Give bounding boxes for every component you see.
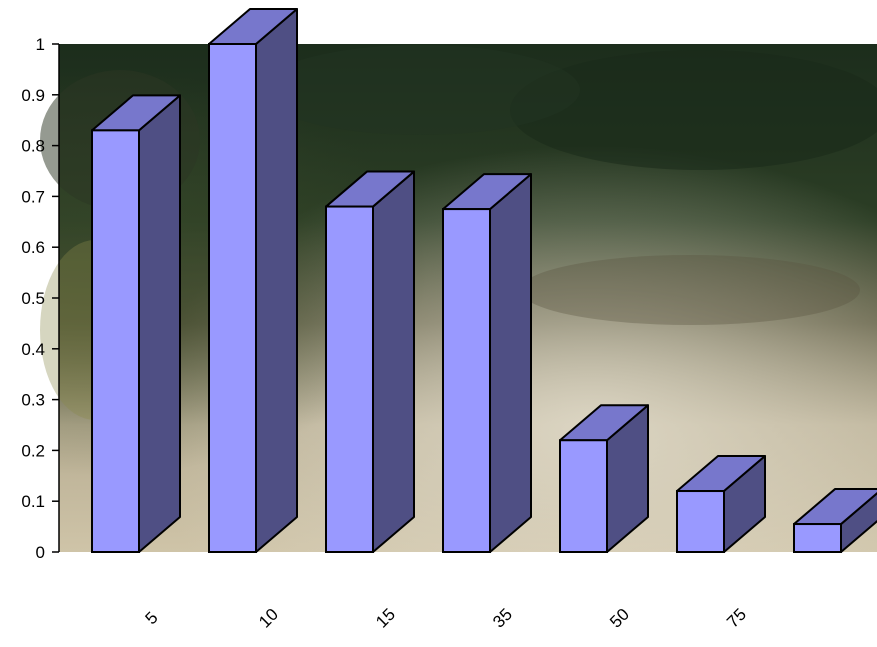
y-tick-label: 0.4 bbox=[21, 340, 45, 359]
bar-front-face bbox=[91, 129, 140, 554]
y-tick-label: 0.7 bbox=[21, 187, 45, 206]
bar bbox=[676, 455, 766, 554]
x-category-label: 50 bbox=[606, 605, 633, 632]
y-tick-label: 0.2 bbox=[21, 441, 45, 460]
bar bbox=[442, 173, 532, 553]
x-category-label: 75 bbox=[723, 605, 750, 632]
bar bbox=[559, 404, 649, 553]
x-category-label: 10 bbox=[255, 605, 282, 632]
y-tick-label: 0.3 bbox=[21, 391, 45, 410]
bar-series bbox=[91, 8, 877, 554]
x-category-label: 15 bbox=[372, 605, 399, 632]
y-tick-label: 0.5 bbox=[21, 289, 45, 308]
y-tick-label: 0.9 bbox=[21, 86, 45, 105]
bar-side-face bbox=[489, 173, 532, 553]
bar-side-face bbox=[255, 8, 298, 553]
y-tick-label: 0.6 bbox=[21, 238, 45, 257]
x-category-label: 35 bbox=[489, 605, 516, 632]
y-tick-label: 0.8 bbox=[21, 137, 45, 156]
bar-front-face bbox=[208, 43, 257, 553]
bar-front-face bbox=[559, 439, 608, 553]
bar-side-face bbox=[372, 170, 415, 553]
bar-side-face bbox=[138, 94, 181, 553]
bar-front-face bbox=[676, 490, 725, 554]
bar bbox=[91, 94, 181, 554]
bar bbox=[325, 170, 415, 553]
x-axis-labels: 5 10 15 35 50 75 bbox=[142, 605, 750, 632]
bar bbox=[793, 488, 877, 553]
y-tick-label: 0 bbox=[36, 543, 45, 562]
bar-front-face bbox=[325, 205, 374, 553]
y-tick-label: 0.1 bbox=[21, 492, 45, 511]
y-axis-ticks: 0 0.1 0.2 0.3 0.4 0.5 0.6 0.7 0.8 0.9 1 bbox=[21, 35, 59, 562]
bar bbox=[208, 8, 298, 553]
y-tick-label: 1 bbox=[36, 35, 45, 54]
x-category-label: 5 bbox=[142, 608, 162, 628]
bar-front-face bbox=[793, 523, 842, 553]
bar-front-face bbox=[442, 208, 491, 553]
